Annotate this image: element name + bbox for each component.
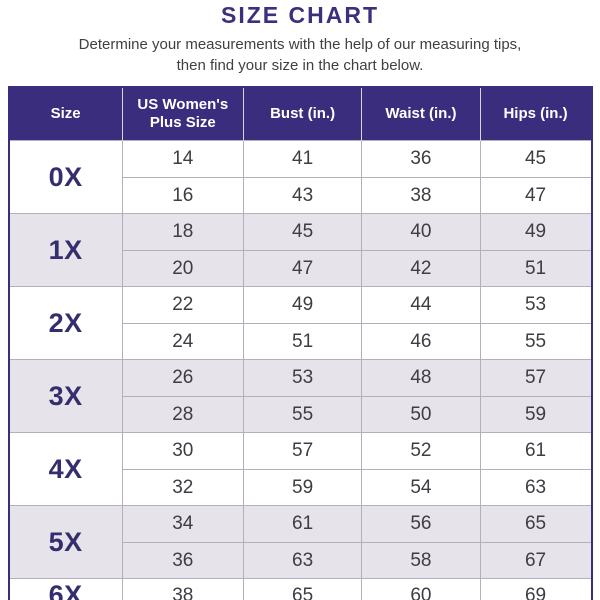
table-row: 4X 30 57 52 61 <box>8 432 593 507</box>
waist-value: 52 <box>361 432 481 470</box>
size-group-6x: 6X 38 65 60 69 <box>8 578 593 600</box>
plus-size-value: 26 <box>121 359 244 397</box>
table-row: 16 43 38 47 <box>9 176 593 215</box>
waist-value: 50 <box>361 395 481 434</box>
hips-value: 47 <box>479 176 593 215</box>
size-group-2x: 2X 22 49 44 53 24 51 46 55 <box>8 286 593 361</box>
plus-size-value: 28 <box>121 395 244 434</box>
table-row: 3X 26 53 48 57 <box>8 359 593 434</box>
waist-value: 36 <box>361 140 481 178</box>
plus-size-value: 18 <box>121 213 244 251</box>
plus-size-value: 16 <box>121 176 244 215</box>
plus-size-value: 14 <box>121 140 244 178</box>
hips-value: 59 <box>479 395 593 434</box>
hips-value: 61 <box>479 432 593 470</box>
subtitle-line-1: Determine your measurements with the hel… <box>78 36 522 54</box>
waist-value: 42 <box>361 249 481 288</box>
bust-value: 43 <box>242 176 363 215</box>
size-label: 0X <box>8 140 123 215</box>
column-header-hips: Hips (in.) <box>479 87 593 141</box>
waist-value: 58 <box>361 541 481 580</box>
size-label: 3X <box>8 359 123 434</box>
hips-value: 65 <box>479 505 593 543</box>
waist-value: 46 <box>361 322 481 361</box>
bust-value: 57 <box>242 432 363 470</box>
size-label: 2X <box>8 286 123 361</box>
bust-value: 51 <box>242 322 363 361</box>
plus-size-value: 20 <box>121 249 244 288</box>
size-label: 4X <box>8 432 123 507</box>
size-group-3x: 3X 26 53 48 57 28 55 50 59 <box>8 359 593 434</box>
hips-value: 69 <box>479 578 593 600</box>
bust-value: 59 <box>242 468 363 507</box>
table-row: 20 47 42 51 <box>9 249 593 288</box>
table-row: 1X 18 45 40 49 <box>8 213 593 288</box>
plus-size-value: 32 <box>121 468 244 507</box>
waist-value: 56 <box>361 505 481 543</box>
waist-value: 48 <box>361 359 481 397</box>
plus-size-value: 38 <box>121 578 244 600</box>
size-chart-table: Size US Women's Plus Size Bust (in.) Wai… <box>7 86 593 600</box>
table-row: 6X 38 65 60 69 <box>8 578 593 600</box>
hips-value: 53 <box>479 286 593 324</box>
hips-value: 55 <box>479 322 593 361</box>
waist-value: 38 <box>361 176 481 215</box>
table-row: 32 59 54 63 <box>9 468 593 507</box>
table-row: 2X 22 49 44 53 <box>8 286 593 361</box>
plus-size-value: 36 <box>121 541 244 580</box>
size-group-1x: 1X 18 45 40 49 20 47 42 51 <box>8 213 593 288</box>
column-header-bust: Bust (in.) <box>242 87 363 141</box>
table-row: 0X 14 41 36 45 <box>8 140 593 215</box>
table-row: 24 51 46 55 <box>9 322 593 361</box>
table-header: Size US Women's Plus Size Bust (in.) Wai… <box>8 87 593 141</box>
hips-value: 51 <box>479 249 593 288</box>
plus-size-value: 22 <box>121 286 244 324</box>
size-label: 1X <box>8 213 123 288</box>
hips-value: 63 <box>479 468 593 507</box>
bust-value: 49 <box>242 286 363 324</box>
plus-size-value: 34 <box>121 505 244 543</box>
subtitle-line-2: then find your size in the chart below. <box>176 57 424 75</box>
column-header-size: Size <box>8 87 123 141</box>
plus-size-value: 24 <box>121 322 244 361</box>
bust-value: 45 <box>242 213 363 251</box>
bust-value: 47 <box>242 249 363 288</box>
column-header-plus-size: US Women's Plus Size <box>121 87 244 141</box>
column-header-waist: Waist (in.) <box>361 87 481 141</box>
page-title: SIZE CHART <box>221 2 379 28</box>
bust-value: 63 <box>242 541 363 580</box>
waist-value: 40 <box>361 213 481 251</box>
size-label: 6X <box>8 578 123 600</box>
bust-value: 61 <box>242 505 363 543</box>
waist-value: 60 <box>361 578 481 600</box>
plus-size-value: 30 <box>121 432 244 470</box>
bust-value: 53 <box>242 359 363 397</box>
bust-value: 65 <box>242 578 363 600</box>
page-subtitle: Determine your measurements with the hel… <box>40 34 560 76</box>
table-row: 28 55 50 59 <box>9 395 593 434</box>
waist-value: 54 <box>361 468 481 507</box>
waist-value: 44 <box>361 286 481 324</box>
size-group-4x: 4X 30 57 52 61 32 59 54 63 <box>8 432 593 507</box>
table-row: 36 63 58 67 <box>9 541 593 580</box>
table-row: 5X 34 61 56 65 <box>8 505 593 580</box>
hips-value: 49 <box>479 213 593 251</box>
size-label: 5X <box>8 505 123 580</box>
hips-value: 45 <box>479 140 593 178</box>
hips-value: 67 <box>479 541 593 580</box>
size-group-0x: 0X 14 41 36 45 16 43 38 47 <box>8 140 593 215</box>
bust-value: 55 <box>242 395 363 434</box>
bust-value: 41 <box>242 140 363 178</box>
size-group-5x: 5X 34 61 56 65 36 63 58 67 <box>8 505 593 580</box>
hips-value: 57 <box>479 359 593 397</box>
